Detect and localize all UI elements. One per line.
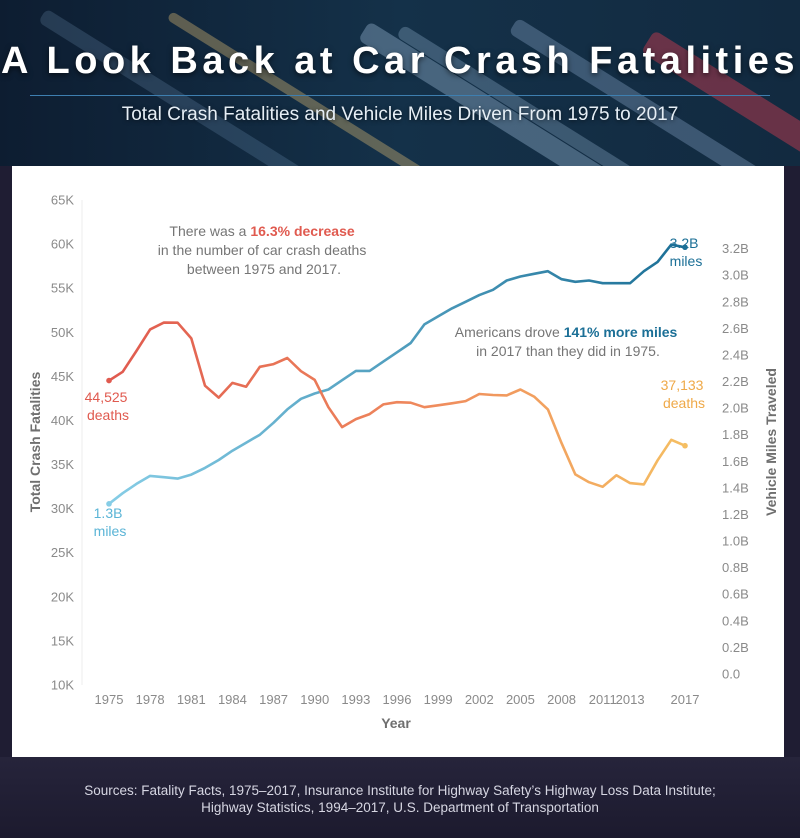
left-axis-tick-label: 45K xyxy=(51,369,74,384)
series-line-vehicle-miles xyxy=(107,243,687,506)
x-axis-tick-label: 2017 xyxy=(671,692,700,707)
right-axis-tick-label: 3.0B xyxy=(722,268,749,283)
left-axis-tick-label: 55K xyxy=(51,281,74,296)
left-axis-tick-label: 35K xyxy=(51,457,74,472)
right-axis-tick-label: 2.8B xyxy=(722,294,749,309)
right-axis-tick-label: 0.0 xyxy=(722,667,740,682)
series-points xyxy=(106,244,688,507)
right-axis-tick-label: 2.0B xyxy=(722,401,749,416)
right-axis-tick-label: 1.8B xyxy=(722,427,749,442)
fatalities-end-point xyxy=(682,442,688,449)
left-axis-tick-label: 20K xyxy=(51,589,74,604)
left-axis-tick-label: 10K xyxy=(51,678,74,693)
right-axis-tick-label: 3.2B xyxy=(722,241,749,256)
x-axis-tick-label: 1984 xyxy=(218,692,247,707)
x-axis-tick-label: 1987 xyxy=(259,692,288,707)
right-axis-tick-label: 0.4B xyxy=(722,613,749,628)
x-axis-ticks: 1975 1978 1981 1984 1987 1990 1993 1996 1999 2002… xyxy=(95,692,700,707)
fatality-decrease-annotation: There was a 16.3% decrease in the number… xyxy=(158,223,370,277)
left-axis-tick-label: 15K xyxy=(51,633,74,648)
left-axis-tick-label: 50K xyxy=(51,325,74,340)
right-axis-label: Vehicle Miles Traveled xyxy=(763,368,779,516)
end-deaths-label: 37,133 deaths xyxy=(661,377,708,411)
x-axis-tick-label: 1981 xyxy=(177,692,206,707)
x-axis-tick-label: 1978 xyxy=(136,692,165,707)
left-axis-label: Total Crash Fatalities xyxy=(27,372,43,513)
left-axis-tick-label: 65K xyxy=(51,193,74,208)
page-title: A Look Back at Car Crash Fatalities xyxy=(0,40,800,82)
left-axis-tick-label: 30K xyxy=(51,501,74,516)
right-axis-tick-label: 2.6B xyxy=(722,321,749,336)
right-axis-ticks: 0.0 0.2B 0.4B 0.6B 0.8B 1.0B 1.2B 1.4B 1.6B 1.8B 2… xyxy=(722,241,749,681)
right-axis-tick-label: 1.2B xyxy=(722,507,749,522)
footer-band xyxy=(0,757,800,838)
x-axis-tick-label: 1999 xyxy=(424,692,453,707)
sources-line: Sources: Fatality Facts, 1975–2017, Insu… xyxy=(84,783,716,798)
right-axis-tick-label: 0.8B xyxy=(722,560,749,575)
left-axis-tick-label: 40K xyxy=(51,413,74,428)
left-axis-tick-label: 25K xyxy=(51,545,74,560)
fatality-decrease-highlight: 16.3% decrease xyxy=(250,223,355,239)
page-subtitle: Total Crash Fatalities and Vehicle Miles… xyxy=(121,104,679,125)
x-axis-tick-label: 2005 xyxy=(506,692,535,707)
right-axis-tick-label: 0.6B xyxy=(722,587,749,602)
miles-end-point xyxy=(682,244,688,251)
miles-increase-annotation: Americans drove 141% more miles in 2017 … xyxy=(455,324,681,359)
right-axis-tick-label: 1.4B xyxy=(722,480,749,495)
sources-line: Highway Statistics, 1994–2017, U.S. Depa… xyxy=(201,800,599,815)
header-banner: A Look Back at Car Crash Fatalities Tota… xyxy=(0,0,800,166)
miles-increase-highlight: 141% more miles xyxy=(564,324,678,340)
series-line-crash-fatalities xyxy=(107,321,687,489)
start-miles-label: 1.3B miles xyxy=(94,505,127,539)
x-axis-tick-label: 1990 xyxy=(300,692,329,707)
x-axis-tick-label: 1975 xyxy=(95,692,124,707)
right-axis-tick-label: 0.2B xyxy=(722,640,749,655)
right-axis-tick-label: 2.2B xyxy=(722,374,749,389)
start-deaths-label: 44,525 deaths xyxy=(85,389,132,423)
sources-note: Sources: Fatality Facts, 1975–2017, Insu… xyxy=(30,782,770,816)
x-axis-label: Year xyxy=(381,715,411,731)
x-axis-tick-label: 1996 xyxy=(383,692,412,707)
right-axis-tick-label: 1.0B xyxy=(722,534,749,549)
left-axis-tick-label: 60K xyxy=(51,237,74,252)
x-axis-tick-label: 1993 xyxy=(341,692,370,707)
x-axis-tick-label: 2011 xyxy=(589,692,617,707)
end-miles-label: 3.2B miles xyxy=(670,235,703,269)
right-axis-tick-label: 2.4B xyxy=(722,347,749,362)
x-axis-tick-label: 2002 xyxy=(465,692,494,707)
right-axis-tick-label: 1.6B xyxy=(722,454,749,469)
left-axis-ticks: 10K 15K 20K 25K 30K 35K 40K 45K 50K 55K 60K 65K xyxy=(51,193,74,693)
x-axis-tick-label: 2013 xyxy=(616,692,645,707)
fatalities-start-point xyxy=(106,377,112,384)
x-axis-tick-label: 2008 xyxy=(547,692,576,707)
title-divider xyxy=(30,95,770,96)
miles-start-point xyxy=(106,501,112,507)
